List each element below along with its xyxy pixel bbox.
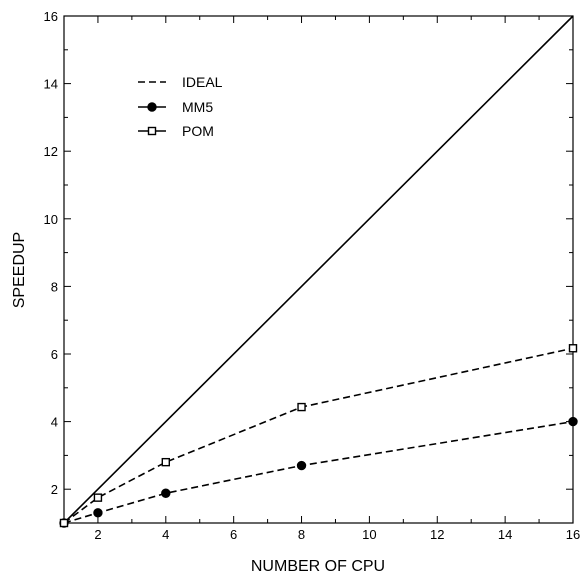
series-ideal [63,15,574,524]
y-tick-label: 12 [44,144,58,159]
y-tick-label: 2 [51,482,58,497]
x-tick-label: 16 [566,527,580,542]
y-axis-title: SPEEDUP [11,232,28,308]
legend-label-mm5: MM5 [182,99,213,115]
y-tick-label: 16 [44,9,58,24]
data-point-mm5 [296,460,307,471]
x-tick-label: 2 [94,527,101,542]
y-tick-label: 10 [44,212,58,227]
legend-swatch-marker-pom [147,126,157,136]
legend-item-pom: POM [138,123,214,139]
tick-marks [63,15,574,524]
x-tick-label: 14 [498,527,512,542]
legend-swatch-marker-mm5 [147,102,157,112]
x-tick-labels: 2 4 6 8 10 12 14 16 [94,527,580,542]
legend: IDEAL MM5 POM [138,74,223,139]
x-tick-label: 8 [298,527,305,542]
data-point-pom [59,518,69,528]
data-point-mm5 [568,416,578,427]
x-tick-label: 6 [230,527,237,542]
x-tick-label: 12 [430,527,444,542]
data-point-pom [297,402,306,412]
legend-item-mm5: MM5 [138,99,213,115]
y-tick-labels: 2 4 6 8 10 12 14 16 [44,9,58,497]
data-point-mm5 [161,488,171,498]
legend-label-pom: POM [182,123,214,139]
legend-item-ideal: IDEAL [138,74,223,90]
series-layer [59,15,578,528]
y-tick-label: 8 [51,279,58,294]
data-point-pom [568,344,578,353]
y-tick-label: 14 [44,77,58,92]
series-pom [59,344,578,528]
legend-label-ideal: IDEAL [182,74,223,90]
data-point-pom [93,493,103,502]
x-tick-label: 10 [362,527,376,542]
series-line-ideal [63,15,574,524]
data-point-mm5 [93,508,103,518]
x-tick-label: 4 [162,527,169,542]
series-mm5 [59,416,578,528]
series-line-pom [63,347,574,524]
plot-frame [63,15,574,524]
y-tick-label: 6 [51,347,58,362]
data-point-pom [161,457,171,467]
x-axis-title: NUMBER OF CPU [251,558,385,575]
series-line-mm5 [63,420,574,524]
y-tick-label: 4 [51,415,58,430]
